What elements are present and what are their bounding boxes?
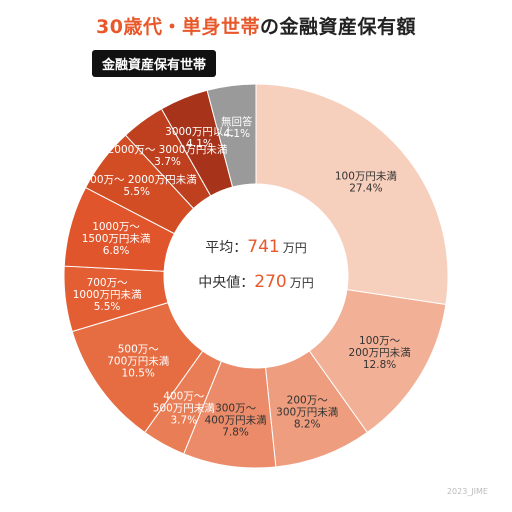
- slice-value-9: 3.7%: [154, 156, 181, 168]
- chart-title: 30歳代・単身世帯の金融資産保有額: [0, 12, 512, 39]
- slice-value-4: 3.7%: [170, 414, 197, 426]
- median-label: 中央値：: [198, 275, 254, 291]
- slice-label-1: 100万〜 200万円未満 12.8%: [349, 335, 412, 371]
- labels-group: 100万円未満 27.4% 100万〜 200万円未満 12.8% 200万〜 300万円未…: [73, 115, 411, 438]
- slice-label-4: 400万〜 500万円未満 3.7%: [153, 390, 216, 426]
- slice-category-5: 700万円未満: [107, 356, 170, 368]
- slice-label-0: 100万円未満 27.4%: [335, 170, 398, 194]
- slice-11: [206, 83, 257, 188]
- slice-category-9: 2000万〜 3000万円未満: [108, 144, 228, 156]
- slice-label-7: 1000万〜 1500万円未満 6.8%: [82, 221, 151, 257]
- slice-category-11: 無回答: [221, 115, 253, 128]
- slice-category-2: 200万〜: [287, 395, 329, 407]
- slice-category-2: 300万円未満: [276, 407, 339, 419]
- slice-category-7: 1000万〜: [92, 221, 140, 233]
- average-unit: 万円: [283, 241, 307, 255]
- slice-value-6: 5.5%: [94, 301, 121, 313]
- slice-label-9: 2000万〜 3000万円未満 3.7%: [108, 144, 228, 168]
- slice-label-2: 200万〜 300万円未満 8.2%: [276, 395, 339, 431]
- average-label: 平均：: [205, 240, 247, 256]
- slice-value-8: 5.5%: [123, 186, 150, 198]
- median-value: 270: [254, 272, 286, 292]
- slice-category-1: 100万〜: [359, 335, 401, 347]
- slice-value-5: 10.5%: [122, 368, 155, 380]
- slice-value-1: 12.8%: [363, 359, 396, 371]
- slice-category-7: 1500万円未満: [82, 233, 151, 245]
- slices-group: [63, 83, 449, 469]
- slice-category-6: 1000万円未満: [73, 289, 142, 301]
- slice-category-3: 400万円未満: [205, 415, 268, 427]
- credit: 2023_JIME: [446, 487, 488, 496]
- slice-value-2: 8.2%: [294, 419, 321, 431]
- slice-value-0: 27.4%: [349, 182, 382, 194]
- slice-category-1: 200万円未満: [349, 347, 412, 359]
- slice-label-10: 3000万円以上 4.1%: [165, 126, 234, 150]
- slice-label-5: 500万〜 700万円未満 10.5%: [107, 344, 170, 380]
- slice-category-10: 3000万円以上: [165, 126, 234, 138]
- average-value: 741: [247, 237, 279, 257]
- slice-label-11: 無回答 4.1%: [221, 115, 253, 140]
- median-unit: 万円: [290, 276, 314, 290]
- slice-label-3: 300万〜 400万円未満 7.8%: [205, 403, 268, 439]
- chart-title-rest: の金融資産保有額: [259, 16, 416, 38]
- slice-value-3: 7.8%: [222, 427, 249, 439]
- chart-title-accent: 30歳代・単身世帯: [96, 16, 260, 38]
- slice-label-6: 700万〜 1000万円未満 5.5%: [73, 277, 142, 313]
- slice-value-10: 4.1%: [186, 138, 213, 150]
- slice-value-11: 4.1%: [223, 128, 250, 140]
- median-line: 中央値：270 万円: [198, 272, 313, 292]
- slice-category-4: 500万円未満: [153, 402, 216, 414]
- slice-0: [255, 83, 449, 306]
- category-badge: 金融資産保有世帯: [92, 50, 217, 77]
- average-line: 平均：741 万円: [205, 237, 306, 257]
- slice-category-0: 100万円未満: [335, 170, 398, 182]
- slice-label-8: 1500万〜 2000万円未満 5.5%: [77, 174, 197, 198]
- slice-category-3: 300万〜: [215, 403, 257, 415]
- slice-category-4: 400万〜: [163, 390, 205, 402]
- slice-category-5: 500万〜: [118, 344, 160, 356]
- slice-value-7: 6.8%: [103, 245, 130, 257]
- slice-category-8: 1500万〜 2000万円未満: [77, 174, 197, 186]
- slice-category-6: 700万〜: [87, 277, 129, 289]
